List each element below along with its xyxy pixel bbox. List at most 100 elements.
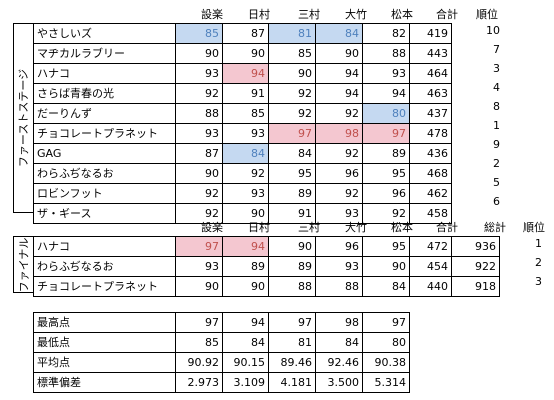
score-cell: 96 <box>362 183 410 204</box>
stat-cell: 90.92 <box>175 352 223 373</box>
stat-cell: 4.181 <box>268 372 316 393</box>
score-cell: 80 <box>362 103 410 124</box>
stat-cell: 2.973 <box>175 372 223 393</box>
rank-value: 2 <box>493 157 500 170</box>
table-row: さらば青春の光 92 91 92 94 94 463 <box>33 83 452 104</box>
score-cell: 90 <box>268 63 316 84</box>
final-stage-label: ファイナル <box>13 236 34 293</box>
rank-value: 6 <box>493 195 500 208</box>
score-cell: 93 <box>175 63 223 84</box>
rank-value: 3 <box>535 275 542 288</box>
score-cell: 88 <box>315 276 363 297</box>
grand-total-cell: 922 <box>451 256 500 277</box>
grand-total-cell: 918 <box>451 276 500 297</box>
score-cell: 88 <box>175 103 223 124</box>
stat-cell: 90.38 <box>362 352 410 373</box>
stat-cell: 80 <box>362 332 410 353</box>
contestant-name: チョコレートプラネット <box>33 276 176 297</box>
header-judge-2: 日村 <box>248 221 270 234</box>
grand-total-cell: 936 <box>451 236 500 257</box>
score-cell: 92 <box>268 83 316 104</box>
stat-label: 平均点 <box>33 352 176 373</box>
header-rank: 順位 <box>476 8 498 21</box>
contestant-name: ハナコ <box>33 236 176 257</box>
total-cell: 443 <box>409 43 452 64</box>
table-row: やさしいズ 85 87 81 84 82 419 <box>33 23 452 44</box>
score-cell: 90 <box>175 43 223 64</box>
score-cell: 84 <box>268 143 316 164</box>
table-row: 平均点 90.92 90.15 89.46 92.46 90.38 <box>33 352 410 373</box>
stat-cell: 92.46 <box>315 352 363 373</box>
score-cell: 89 <box>268 183 316 204</box>
contestant-name: やさしいズ <box>33 23 176 44</box>
contestant-name: チョコレートプラネット <box>33 123 176 144</box>
score-cell: 92 <box>315 183 363 204</box>
score-cell: 97 <box>362 123 410 144</box>
score-cell: 85 <box>268 43 316 64</box>
score-cell: 95 <box>268 163 316 184</box>
table-row: だーりんず 88 85 92 92 80 437 <box>33 103 452 124</box>
header-judge-3: 三村 <box>298 8 320 21</box>
score-cell: 82 <box>362 23 410 44</box>
table-row: 最高点 97 94 97 98 97 <box>33 312 410 333</box>
contestant-name: わらふぢなるお <box>33 163 176 184</box>
stat-cell: 81 <box>268 332 316 353</box>
score-cell: 92 <box>175 83 223 104</box>
contestant-name: ハナコ <box>33 63 176 84</box>
score-cell: 85 <box>222 103 269 124</box>
score-cell: 96 <box>315 236 363 257</box>
score-cell: 91 <box>222 83 269 104</box>
score-cell: 90 <box>362 256 410 277</box>
score-cell: 90 <box>268 236 316 257</box>
score-cell: 89 <box>222 256 269 277</box>
score-cell: 87 <box>222 23 269 44</box>
final-stage-table: ハナコ 97 94 90 96 95 472 936 わらふぢなるお 93 89… <box>33 236 500 297</box>
score-cell: 90 <box>315 43 363 64</box>
table-row: ロビンフット 92 93 89 92 96 462 <box>33 183 452 204</box>
score-cell: 93 <box>175 123 223 144</box>
score-cell: 89 <box>362 143 410 164</box>
score-cell: 93 <box>362 63 410 84</box>
header-judge-5: 松本 <box>391 221 413 234</box>
total-cell: 464 <box>409 63 452 84</box>
score-cell: 87 <box>175 143 223 164</box>
stat-cell: 98 <box>315 312 363 333</box>
score-cell: 92 <box>268 103 316 124</box>
table-row: チョコレートプラネット 93 93 97 98 97 478 <box>33 123 452 144</box>
score-cell: 92 <box>175 183 223 204</box>
score-cell: 97 <box>268 123 316 144</box>
contestant-name: GAG <box>33 143 176 164</box>
header-judge-4: 大竹 <box>345 221 367 234</box>
total-cell: 458 <box>409 203 452 224</box>
stat-cell: 3.109 <box>222 372 269 393</box>
score-cell: 93 <box>222 123 269 144</box>
table-row: ハナコ 93 94 90 94 93 464 <box>33 63 452 84</box>
table-row: わらふぢなるお 93 89 89 93 90 454 922 <box>33 256 500 277</box>
header-judge-3: 三村 <box>298 221 320 234</box>
table-row: 標準偏差 2.973 3.109 4.181 3.500 5.314 <box>33 372 410 393</box>
stat-label: 標準偏差 <box>33 372 176 393</box>
rank-value: 5 <box>493 176 500 189</box>
contestant-name: ザ・ギース <box>33 203 176 224</box>
score-cell: 93 <box>315 256 363 277</box>
header-judge-1: 設楽 <box>201 221 223 234</box>
score-cell: 85 <box>175 23 223 44</box>
score-cell: 84 <box>315 23 363 44</box>
first-stage-label: ファーストステージ <box>13 23 34 213</box>
table-row: チョコレートプラネット 90 90 88 88 84 440 918 <box>33 276 500 297</box>
rank-value: 1 <box>493 119 500 132</box>
total-cell: 462 <box>409 183 452 204</box>
score-cell: 90 <box>222 43 269 64</box>
score-cell: 95 <box>362 163 410 184</box>
score-cell: 94 <box>315 83 363 104</box>
rank-value: 8 <box>493 100 500 113</box>
stat-cell: 97 <box>268 312 316 333</box>
table-row: わらふぢなるお 90 92 95 96 95 468 <box>33 163 452 184</box>
first-stage-table: やさしいズ 85 87 81 84 82 419 マヂカルラブリー 90 90 … <box>33 23 452 224</box>
contestant-name: マヂカルラブリー <box>33 43 176 64</box>
stat-cell: 85 <box>175 332 223 353</box>
score-cell: 84 <box>362 276 410 297</box>
total-cell: 436 <box>409 143 452 164</box>
table-row: 最低点 85 84 81 84 80 <box>33 332 410 353</box>
score-cell: 98 <box>315 123 363 144</box>
